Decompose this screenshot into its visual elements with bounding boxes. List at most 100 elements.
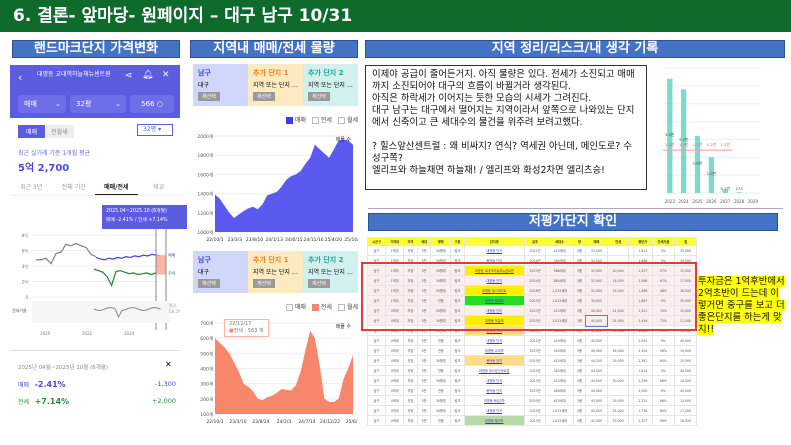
column-header[interactable]: 세대수 (545, 237, 574, 246)
tab-sale-jeonse[interactable]: 매매/전세 (95, 182, 138, 195)
size-select[interactable]: 32평 ⌄ (70, 95, 126, 113)
complex-link[interactable]: 봉덕동 단지 (463, 385, 525, 396)
table-row[interactable]: 남구 4억대 지방 5천 30평대 링크 대명동 단지 2023년 413세대 3룸 44,000 3… (366, 375, 697, 386)
region-tab-extra2[interactable]: 추가 단지 2 지역 또는 단지 … 재선택 (303, 64, 358, 106)
size-dropdown-value: 32평 (143, 126, 157, 133)
x-tick-label: 23/8/10 (246, 237, 263, 243)
column-header[interactable]: 구분 (450, 237, 465, 246)
table-row[interactable]: 남구 4억대 지방 5천 30평대 링크 봉덕동 단지 2023년 413세대 3룸 44,200 2… (366, 355, 697, 366)
complex-link[interactable]: 대명동 엘리프 (463, 415, 525, 426)
table-cell: 5천 (416, 335, 432, 346)
x-tick-label: 2024 (124, 331, 135, 335)
column-header[interactable]: 전세 (606, 237, 630, 246)
table-row[interactable]: 남구 4억대 지방 5천 30평대 링크 대명동 하늘채 2023년 1,013세대 3룸 40,0… (366, 314, 697, 327)
column-header[interactable]: 단지명 (463, 237, 525, 246)
region-tab-extra1[interactable]: 추가 단지 1 지역 또는 단지 … 재선택 (248, 251, 303, 293)
notes-textbox[interactable]: 이제야 공급이 줄어든거지. 아직 물량은 있다. 전세가 소진되고 매매까지 … (365, 65, 647, 190)
bell-icon[interactable]: 🔔︎ (142, 70, 154, 80)
reselect-button[interactable]: 재선택 (198, 279, 220, 288)
legend-sale[interactable]: 매매 (285, 302, 306, 311)
table-cell: 613세대 (545, 395, 574, 406)
old-price-line (36, 242, 97, 265)
table-row[interactable]: 남구 4억대 지방 5천 전용 링크 대명동 엘리프 2023년 1,013세대 3룸 41,000… (366, 415, 697, 426)
column-header[interactable]: 평형 (430, 237, 452, 246)
tab-all-period[interactable]: 전체 기간 (61, 184, 86, 191)
toggle-sale[interactable]: 매매 (18, 125, 46, 138)
complex-link[interactable]: 대명동 단지 (463, 375, 525, 386)
x-tick-label: 2022 (82, 331, 93, 335)
listing-count-button[interactable]: 566 ○ (130, 95, 174, 113)
column-header[interactable]: 갭 (674, 237, 697, 246)
table-cell: 2023년 (523, 355, 547, 366)
legend-jeonse[interactable]: 전세 (311, 115, 332, 124)
legend-sale[interactable]: 매매 (285, 115, 306, 124)
column-header[interactable]: 가격대 (385, 237, 405, 246)
legend-monthly[interactable]: 월세 (337, 115, 358, 124)
complex-link[interactable]: 대명동 화성2차 (463, 395, 525, 406)
table-row[interactable]: 남구 1억대 지방 5천 30평대 링크 대명동 단지 2024년 884세대 3룸 32,500 1… (366, 275, 697, 286)
table-cell: 1,758 (633, 405, 653, 416)
x-tick-label: 25/4/20 (325, 237, 342, 243)
column-header[interactable]: 방 (572, 237, 587, 246)
complex-link[interactable]: 대명동 단지 (463, 335, 525, 346)
region-tab-extra2[interactable]: 추가 단지 2 지역 또는 단지 … 재선택 (303, 251, 358, 293)
table-cell: 3룸 (572, 405, 587, 416)
column-header[interactable]: 매매 (585, 237, 608, 246)
table-row[interactable]: 남구 4억대 지방 5천 전용 링크 봉덕동 단지 2023년 489세대 3룸 44,000 1,5… (366, 385, 697, 396)
reselect-button[interactable]: 재선택 (308, 279, 330, 288)
legend-monthly[interactable]: 월세 (337, 302, 358, 311)
region-tab-namgu[interactable]: 남구 대구 재선택 (193, 64, 248, 106)
column-header[interactable]: 세대 (416, 237, 432, 246)
table-cell: 43,000 (585, 395, 608, 406)
legend-jeonse[interactable]: 전세 (311, 302, 332, 311)
complex-link[interactable]: 봉덕동 단지 (463, 355, 525, 366)
table-row[interactable]: 남구 4억대 지방 5천 30평대 링크 대명동 단지 2023년 1,013세대 3룸 43,00… (366, 405, 697, 416)
size-dropdown[interactable]: 32평 ▾ (137, 124, 173, 136)
complex-link[interactable]: 대명동 교대역 (463, 345, 525, 356)
toggle-rent[interactable]: 전월세 (45, 125, 74, 138)
reselect-button[interactable]: 재선택 (253, 92, 275, 101)
tab-recent-3y[interactable]: 최근 3년 (20, 184, 43, 191)
complex-link[interactable]: 대명동 단지 (463, 245, 525, 256)
column-header[interactable]: 지역 (403, 237, 418, 246)
reselect-button[interactable]: 재선택 (253, 279, 275, 288)
column-header[interactable]: 평단가 (633, 237, 653, 246)
table-cell: 30평대 (430, 355, 452, 366)
complex-link[interactable]: 대명동 단지 (463, 405, 525, 416)
table-cell: 4억대 (385, 355, 405, 366)
table-cell: 링크 (450, 385, 465, 396)
column-header[interactable]: 전세가율 (651, 237, 676, 246)
table-row[interactable]: 남구 4억대 지방 5천 전용 링크 대명동 교대역 2023년 355세대 3룸 45,000 26… (366, 345, 697, 356)
table-row[interactable]: 남구 1억대 지방 5천 30평대 링크 대명동 단지 2021년 419세대 3룸 33,000 1… (366, 245, 697, 256)
share-icon[interactable]: ⋖ (125, 71, 133, 81)
reselect-button[interactable]: 재선택 (308, 92, 330, 101)
column-header[interactable]: 입주 (523, 237, 547, 246)
tab-title: 추가 단지 1 (253, 256, 289, 264)
column-header[interactable]: 시군구 (366, 237, 387, 246)
listing-count: 566 (141, 100, 155, 108)
table-cell: 2020년 (523, 395, 547, 406)
table-row[interactable]: 남구 4억대 지방 5천 전용 링크 대명동 힐스앞산센트럴 2023년 345세대 3룸 44,0… (366, 365, 697, 376)
data-label: 1.6만 (693, 160, 703, 165)
back-icon[interactable]: ‹ (18, 71, 23, 84)
region-tab-namgu[interactable]: 남구 대구 재선택 (193, 251, 248, 293)
tab-compare[interactable]: 비교 (153, 184, 165, 191)
reselect-button[interactable]: 재선택 (198, 92, 220, 101)
bar (708, 157, 714, 193)
close-icon[interactable]: ✕ (162, 70, 170, 80)
table-row[interactable]: 남구 4억대 지방 5천 전용 링크 대명동 단지 2022년 419세대 3룸 45,000 1,5… (366, 335, 697, 346)
region-tab-extra1[interactable]: 추가 단지 1 지역 또는 단지 … 재선택 (248, 64, 303, 106)
trade-type-select[interactable]: 매매 ⌄ (18, 95, 66, 113)
complex-link[interactable]: 대명동 힐스앞산센트럴 (463, 365, 525, 376)
table-cell: 1,013세대 (545, 405, 574, 416)
x-tick-label: 24/2/3 (277, 419, 292, 425)
table-cell: 17,000 (674, 405, 697, 416)
table-row[interactable]: 남구 4억대 지방 5천 30평대 링크 대명동 화성2차 2020년 613세대 3룸 43,00… (366, 395, 697, 406)
volume-area (215, 330, 353, 414)
y-tick-label: 1400개 (197, 191, 213, 198)
tooltip-values: 매매 -2.41% / 전세 +7.14% (106, 218, 168, 223)
table-cell: 5천 (416, 405, 432, 416)
divider (10, 350, 180, 351)
close-icon[interactable]: ✕ (165, 360, 172, 369)
table-cell: 남구 (366, 245, 387, 256)
